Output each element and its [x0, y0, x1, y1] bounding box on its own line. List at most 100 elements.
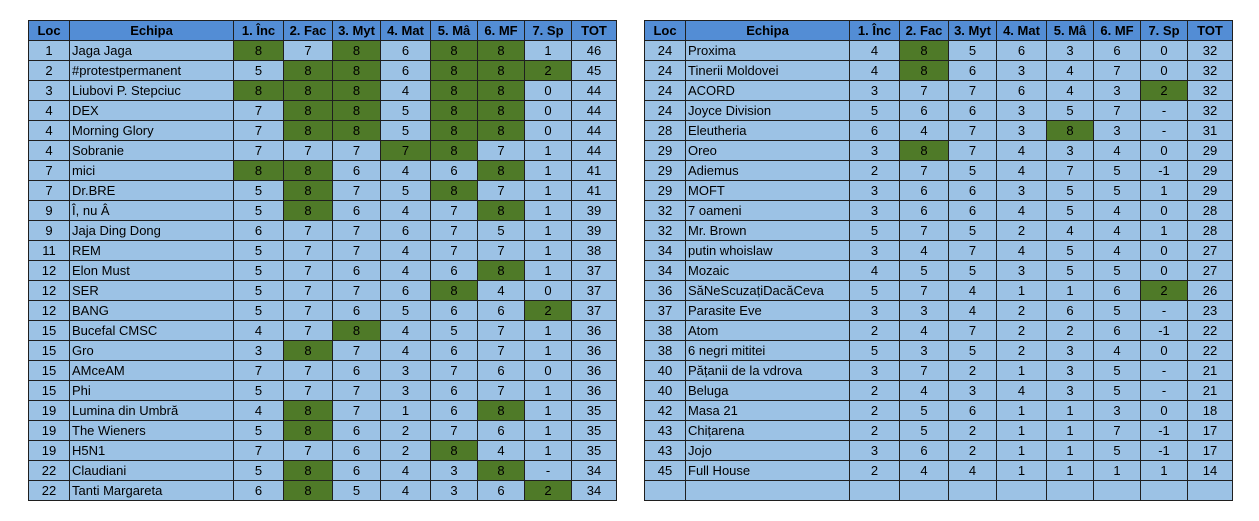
score-cell: 8 — [430, 140, 478, 161]
score-cell: 3 — [849, 180, 900, 201]
column-header: TOT — [1187, 20, 1233, 41]
score-cell: 6 — [332, 260, 381, 281]
score-cell: 3 — [996, 120, 1047, 141]
column-header: 1. Înc — [233, 20, 284, 41]
table-row: 29 MOFT 3 6 6 3 5 5 1 29 — [644, 180, 1233, 201]
score-cell: 7 — [332, 240, 381, 261]
score-cell: 8 — [477, 160, 525, 181]
team-name-cell: Bucefal CMSC — [69, 320, 234, 341]
table-row: 4 Morning Glory 7 8 8 5 8 8 0 44 — [28, 120, 617, 141]
score-cell: 5 — [948, 220, 997, 241]
rank-cell: 19 — [28, 420, 70, 441]
score-cell: - — [1140, 120, 1188, 141]
score-cell: 6 — [332, 420, 381, 441]
score-cell: 7 — [233, 100, 284, 121]
score-cell: 7 — [233, 120, 284, 141]
team-name-cell: 6 negri mititei — [685, 340, 850, 361]
score-cell: 1 — [996, 400, 1047, 421]
table-row: 4 DEX 7 8 8 5 8 8 0 44 — [28, 100, 617, 121]
score-cell: 8 — [477, 200, 525, 221]
total-cell: 32 — [1187, 80, 1233, 101]
score-cell: 8 — [332, 120, 381, 141]
rank-cell: 4 — [28, 140, 70, 161]
score-cell: 5 — [233, 260, 284, 281]
score-cell: 2 — [849, 460, 900, 481]
score-cell: 8 — [899, 140, 949, 161]
table-row: 40 Pățanii de la vdrova 3 7 2 1 3 5-21 — [644, 360, 1233, 381]
score-cell: 6 — [948, 180, 997, 201]
team-name-cell: Tinerii Moldovei — [685, 60, 850, 81]
score-cell: 5 — [1093, 360, 1141, 381]
score-cell: 5 — [380, 180, 431, 201]
table-row: 40 Beluga 2 4 3 4 3 5-21 — [644, 380, 1233, 401]
score-cell: 1 — [996, 360, 1047, 381]
score-cell: 5 — [899, 420, 949, 441]
score-cell: 4 — [899, 240, 949, 261]
score-cell: 6 — [430, 300, 478, 321]
total-cell: 26 — [1187, 280, 1233, 301]
column-header: 4. Mat — [996, 20, 1047, 41]
score-cell: 7 — [948, 120, 997, 141]
team-name-cell: SER — [69, 280, 234, 301]
rank-cell: 7 — [28, 160, 70, 181]
total-cell: 14 — [1187, 460, 1233, 481]
score-cell: 4 — [380, 240, 431, 261]
column-header: 1. Înc — [849, 20, 900, 41]
score-cell: 3 — [849, 240, 900, 261]
team-name-cell: BANG — [69, 300, 234, 321]
score-cell: 8 — [477, 260, 525, 281]
score-cell: 4 — [1046, 60, 1094, 81]
score-cell: 4 — [380, 460, 431, 481]
team-name-cell: Mozaic — [685, 260, 850, 281]
score-cell: 3 — [1046, 340, 1094, 361]
table-row: 32 7 oameni 3 6 6 4 5 4 0 28 — [644, 200, 1233, 221]
score-cell: 8 — [332, 320, 381, 341]
score-cell: 8 — [332, 60, 381, 81]
score-cell: 1 — [524, 140, 572, 161]
score-cell: 2 — [849, 320, 900, 341]
score-cell: 5 — [1093, 260, 1141, 281]
score-cell: 1 — [1140, 220, 1188, 241]
score-cell: 7 — [283, 380, 333, 401]
score-cell: 1 — [524, 40, 572, 61]
total-cell: 28 — [1187, 220, 1233, 241]
score-cell: 0 — [1140, 60, 1188, 81]
table-row: 28 Eleutheria 6 4 7 3 8 3-31 — [644, 120, 1233, 141]
total-cell: 21 — [1187, 360, 1233, 381]
rank-cell: 11 — [28, 240, 70, 261]
score-cell: 4 — [899, 120, 949, 141]
score-cell: 5 — [849, 340, 900, 361]
score-cell: 8 — [477, 120, 525, 141]
score-cell: 5 — [849, 280, 900, 301]
total-cell: 41 — [571, 180, 617, 201]
score-cell: 7 — [283, 140, 333, 161]
score-cell: 2 — [849, 160, 900, 181]
score-cell: 8 — [283, 120, 333, 141]
score-cell: - — [1140, 100, 1188, 121]
rank-cell: 9 — [28, 200, 70, 221]
score-cell: 8 — [233, 160, 284, 181]
score-cell: 8 — [1046, 120, 1094, 141]
total-cell: 35 — [571, 420, 617, 441]
score-cell: 8 — [430, 100, 478, 121]
team-name-cell: Claudiani — [69, 460, 234, 481]
score-cell: -1 — [1140, 440, 1188, 461]
total-cell: 32 — [1187, 40, 1233, 61]
score-cell: 2 — [948, 360, 997, 381]
score-cell: 3 — [996, 260, 1047, 281]
score-cell: 7 — [899, 80, 949, 101]
table-row: 36 SăNeScuzațiDacăCeva 5 7 4 1 1 6 2 26 — [644, 280, 1233, 301]
score-cell: 6 — [899, 180, 949, 201]
total-cell: 22 — [1187, 320, 1233, 341]
score-cell: 1 — [524, 440, 572, 461]
rank-cell: 9 — [28, 220, 70, 241]
rank-cell: 38 — [644, 340, 686, 361]
column-header: 2. Fac — [899, 20, 949, 41]
score-cell: 2 — [524, 300, 572, 321]
score-cell: 5 — [948, 340, 997, 361]
score-cell: 6 — [332, 300, 381, 321]
score-cell: 6 — [1093, 320, 1141, 341]
team-name-cell: Masa 21 — [685, 400, 850, 421]
score-cell — [1140, 480, 1188, 501]
score-cell: 3 — [948, 380, 997, 401]
